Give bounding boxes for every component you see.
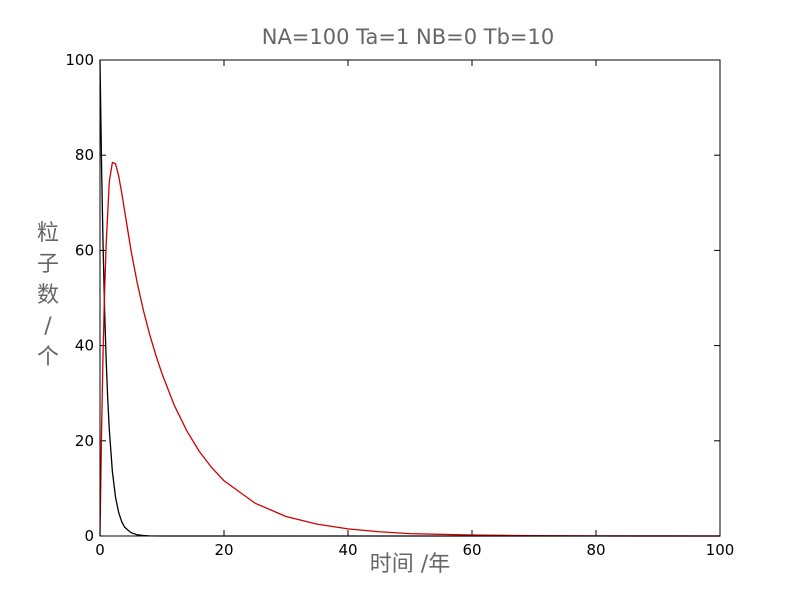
x-axis-label: 时间 /年: [370, 552, 450, 577]
series-line-0: [99, 59, 720, 537]
y-axis-label-char: 个: [37, 345, 59, 370]
x-tick-label: 0: [95, 541, 105, 559]
y-tick-label: 20: [75, 432, 94, 450]
y-tick-label: 100: [65, 51, 94, 69]
y-tick-label: 0: [84, 527, 94, 545]
x-tick-label: 60: [462, 541, 481, 559]
x-tick-label: 40: [338, 541, 357, 559]
tick-marks: [99, 59, 721, 537]
y-axis-label-char: 粒: [37, 221, 59, 246]
chart-title: NA=100 Ta=1 NB=0 Tb=10: [262, 25, 555, 49]
x-tick-label: 20: [214, 541, 233, 559]
tick-labels: 0 20 40 60 80 100 0 20 40 60 80 100: [65, 51, 734, 559]
x-tick-label: 100: [706, 541, 735, 559]
y-axis-label-char: /: [44, 314, 52, 339]
y-tick-label: 60: [75, 241, 94, 259]
y-tick-label: 80: [75, 146, 94, 164]
y-tick-label: 40: [75, 337, 94, 355]
y-axis-label-char: 数: [37, 283, 59, 308]
x-tick-label: 80: [586, 541, 605, 559]
series-line-1: [99, 161, 721, 537]
y-axis-label-char: 子: [37, 252, 59, 277]
y-axis-label: 粒子数 / 个: [37, 221, 59, 370]
series-layer: [99, 59, 721, 537]
plot-frame: [99, 59, 721, 537]
